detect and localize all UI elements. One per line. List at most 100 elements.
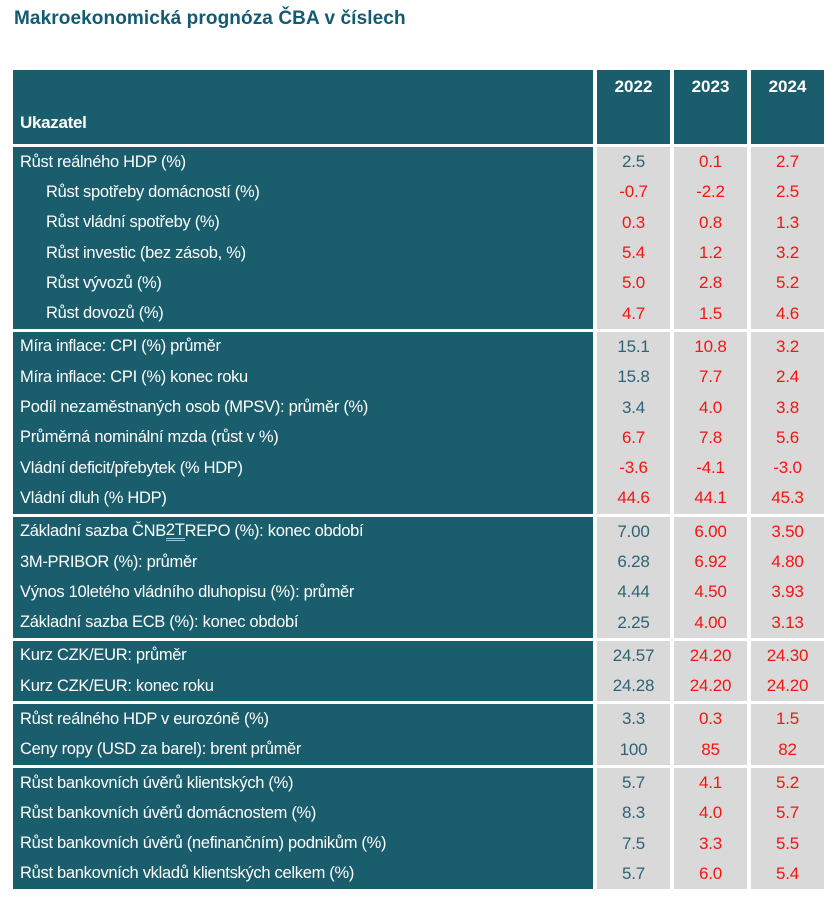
table-row: Základní sazba ČNB 2T REPO (%): konec ob… [13, 516, 824, 547]
value-2024: 5.7 [751, 798, 824, 829]
value-2024: 3.50 [751, 516, 824, 547]
value-2024: 5.6 [751, 422, 824, 453]
row-label: Růst spotřeby domácností (%) [13, 177, 593, 208]
value-2023: 24.20 [674, 671, 747, 702]
value-2022: 7.5 [597, 828, 670, 859]
value-2023: -2.2 [674, 177, 747, 208]
table-row: Růst dovozů (%) 4.7 1.5 4.6 [13, 298, 824, 329]
value-2024: 3.93 [751, 577, 824, 608]
table-row: Růst bankovních vkladů klientských celke… [13, 858, 824, 890]
value-2023: 4.50 [674, 577, 747, 608]
value-2022: -3.6 [597, 452, 670, 484]
row-label: Vládní deficit/přebytek (% HDP) [13, 452, 593, 484]
value-2023: 1.5 [674, 298, 747, 329]
value-2023: 24.20 [674, 640, 747, 672]
value-2024: 3.8 [751, 392, 824, 423]
column-header-year-2022: 2022 [597, 70, 670, 144]
row-label: Růst investic (bez zásob, %) [13, 237, 593, 269]
row-label: Podíl nezaměstnaných osob (MPSV): průměr… [13, 392, 593, 423]
row-label: Výnos 10letého vládního dluhopisu (%): p… [13, 577, 593, 608]
value-2024: 24.30 [751, 640, 824, 672]
value-2022: 4.44 [597, 577, 670, 608]
row-label: Vládní dluh (% HDP) [13, 483, 593, 514]
table-row: Růst reálného HDP v eurozóně (%) 3.3 0.3 1.… [13, 704, 824, 735]
table-row: Růst spotřeby domácností (%) -0.7 -2.2 2.5 [13, 177, 824, 208]
value-2023: 4.0 [674, 392, 747, 423]
value-2024: 5.2 [751, 767, 824, 799]
row-label: Růst vládní spotřeby (%) [13, 207, 593, 238]
row-label: Základní sazba ČNB 2T REPO (%): konec ob… [13, 516, 593, 547]
value-2023: 6.0 [674, 858, 747, 890]
table-row: Kurz CZK/EUR: průměr 24.57 24.20 24.30 [13, 640, 824, 672]
value-2022: 5.7 [597, 767, 670, 799]
value-2023: 4.0 [674, 798, 747, 829]
row-label: Růst bankovních úvěrů klientských (%) [13, 767, 593, 799]
value-2022: 4.7 [597, 298, 670, 329]
table-section-2: Míra inflace: CPI (%) průměr 15.1 10.8 3.2 M… [13, 331, 824, 514]
row-label: Míra inflace: CPI (%) průměr [13, 331, 593, 363]
value-2022: 2.5 [597, 147, 670, 178]
table-row: 3M-PRIBOR (%): průměr 6.28 6.92 4.80 [13, 546, 824, 578]
value-2022: 6.28 [597, 546, 670, 578]
value-2024: 3.13 [751, 607, 824, 638]
table-row: Míra inflace: CPI (%) průměr 15.1 10.8 3.2 [13, 331, 824, 363]
table-row: Růst bankovních úvěrů (nefinančním) podn… [13, 828, 824, 859]
value-2022: 15.1 [597, 331, 670, 363]
value-2024: 5.4 [751, 858, 824, 890]
row-label: Růst reálného HDP v eurozóně (%) [13, 704, 593, 735]
value-2024: 2.7 [751, 147, 824, 178]
table-row: Růst vývozů (%) 5.0 2.8 5.2 [13, 268, 824, 299]
table-row: Vládní dluh (% HDP) 44.6 44.1 45.3 [13, 483, 824, 514]
row-label: Průměrná nominální mzda (růst v %) [13, 422, 593, 453]
value-2024: 2.5 [751, 177, 824, 208]
value-2023: 0.1 [674, 147, 747, 178]
value-2023: 3.3 [674, 828, 747, 859]
table-row: Růst bankovních úvěrů domácnostem (%) 8.3… [13, 798, 824, 829]
value-2023: 6.00 [674, 516, 747, 547]
row-label: Ceny ropy (USD za barel): brent průměr [13, 734, 593, 765]
table-section-3: Základní sazba ČNB 2T REPO (%): konec ob… [13, 516, 824, 638]
table-section-1: Růst reálného HDP (%) 2.5 0.1 2.7 Růst spotř… [13, 147, 824, 329]
value-2023: 85 [674, 734, 747, 765]
value-2024: 82 [751, 734, 824, 765]
table-row: Vládní deficit/přebytek (% HDP) -3.6 -4.1-… [13, 452, 824, 484]
table-section-6: Růst bankovních úvěrů klientských (%) 5.7… [13, 767, 824, 890]
value-2022: 6.7 [597, 422, 670, 453]
page-title: Makroekonomická prognóza ČBA v číslech [14, 8, 406, 29]
table-section-5: Růst reálného HDP v eurozóně (%) 3.3 0.3 1.… [13, 704, 824, 765]
table-row: Růst investic (bez zásob, %) 5.4 1.2 3.2 [13, 237, 824, 269]
value-2022: 5.7 [597, 858, 670, 890]
value-2022: 15.8 [597, 362, 670, 393]
underlined-term: 2T [165, 522, 185, 542]
value-2023: 2.8 [674, 268, 747, 299]
value-2024: 3.2 [751, 331, 824, 363]
row-label: Růst vývozů (%) [13, 268, 593, 299]
value-2024: -3.0 [751, 452, 824, 484]
value-2024: 3.2 [751, 237, 824, 269]
value-2023: 7.8 [674, 422, 747, 453]
table-row: Ceny ropy (USD za barel): brent průměr 10… [13, 734, 824, 765]
row-label: Růst reálného HDP (%) [13, 147, 593, 178]
value-2022: 5.4 [597, 237, 670, 269]
value-2024: 1.5 [751, 704, 824, 735]
value-2024: 5.2 [751, 268, 824, 299]
value-2023: 0.8 [674, 207, 747, 238]
table-row: Výnos 10letého vládního dluhopisu (%): p… [13, 577, 824, 608]
value-2022: 24.57 [597, 640, 670, 672]
row-label: Kurz CZK/EUR: konec roku [13, 671, 593, 702]
value-2022: 44.6 [597, 483, 670, 514]
table-row: Růst reálného HDP (%) 2.5 0.1 2.7 [13, 147, 824, 178]
table-row: Podíl nezaměstnaných osob (MPSV): průměr… [13, 392, 824, 423]
value-2022: -0.7 [597, 177, 670, 208]
table-header-row: Ukazatel 2022 2023 2024 [13, 70, 824, 144]
value-2022: 24.28 [597, 671, 670, 702]
table-row: Kurz CZK/EUR: konec roku 24.28 24.20 24.20 [13, 671, 824, 702]
value-2023: 4.00 [674, 607, 747, 638]
value-2023: 6.92 [674, 546, 747, 578]
table-row: Základní sazba ECB (%): konec období 2.25… [13, 607, 824, 638]
column-header-indicator: Ukazatel [13, 70, 593, 144]
value-2023: 10.8 [674, 331, 747, 363]
value-2024: 4.80 [751, 546, 824, 578]
column-header-indicator-label: Ukazatel [20, 113, 87, 132]
